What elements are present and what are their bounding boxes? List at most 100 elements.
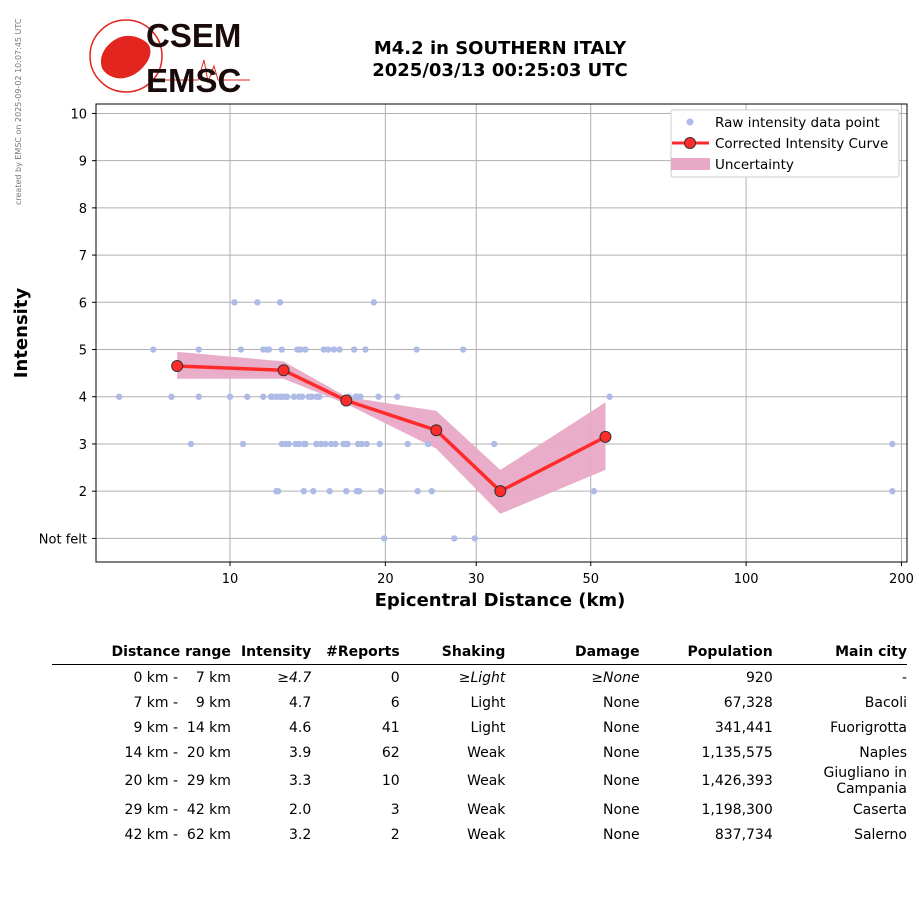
- raw-points: [116, 299, 896, 542]
- y-tick-label: 6: [79, 296, 87, 311]
- table-row: 9 km - 14 km 4.6 41 Light None 341,441 Fuorigro…: [52, 715, 907, 740]
- legend-box: [670, 109, 900, 178]
- cell-damage: None: [603, 826, 640, 843]
- cell-population: 837,734: [714, 826, 773, 843]
- raw-data-point: [404, 440, 411, 448]
- cell-population: 67,328: [723, 694, 773, 711]
- cell-distance-to: 20 km: [186, 744, 231, 761]
- table-row: 29 km - 42 km 2.0 3 Weak None 1,198,300 Caserta: [52, 797, 907, 822]
- raw-data-point: [375, 393, 382, 400]
- cell-intensity: 3.3: [288, 773, 312, 789]
- raw-data-point: [316, 393, 323, 400]
- raw-data-point: [350, 346, 358, 353]
- y-tick-label: 3: [79, 438, 87, 453]
- header-shaking: Shaking: [399, 640, 506, 665]
- y-tick-label: 5: [79, 344, 87, 359]
- raw-data-point: [357, 393, 364, 400]
- corrected-curve: [171, 360, 612, 498]
- curve-point: [599, 430, 612, 443]
- table-row: 20 km - 29 km 3.3 10 Weak None 1,426,393 Giugli…: [52, 765, 907, 797]
- legend-raw-marker: [686, 118, 694, 126]
- cell-reports: 0: [390, 669, 400, 686]
- cell-reports: 41: [381, 719, 400, 736]
- cell-intensity: 4.6: [288, 719, 312, 736]
- curve-point: [171, 360, 184, 373]
- cell-reports: 2: [390, 826, 400, 843]
- y-tick-label: 8: [79, 202, 87, 217]
- cell-distance-from: 29 km -: [124, 801, 179, 818]
- x-ticks: 10 20 30 50 100 200: [222, 562, 914, 587]
- raw-data-point: [297, 346, 304, 353]
- raw-data-point: [168, 393, 175, 400]
- cell-shaking: Weak: [467, 744, 506, 761]
- raw-data-point: [276, 299, 284, 306]
- raw-data-point: [295, 440, 303, 448]
- y-tick-label: 7: [79, 249, 87, 264]
- header-intensity: Intensity: [230, 640, 312, 665]
- x-tick-label: 30: [468, 572, 485, 587]
- y-tick-label: Not felt: [39, 532, 87, 547]
- x-tick-label: 20: [377, 572, 394, 587]
- cell-intensity: 4.7: [288, 694, 312, 711]
- header-population: Population: [639, 640, 773, 665]
- raw-data-point: [490, 440, 498, 448]
- uncertainty-band: [177, 351, 606, 514]
- curve-point: [430, 424, 443, 437]
- cell-damage: None: [603, 773, 640, 789]
- raw-data-point: [187, 440, 195, 448]
- raw-data-point: [336, 346, 343, 353]
- table-body: 0 km - 7 km ≥4.7 0 ≥Light ≥None 920 - 7 km - 9 km…: [52, 665, 907, 848]
- cell-shaking: Weak: [467, 826, 506, 843]
- raw-data-point: [370, 299, 378, 306]
- x-tick-label: 100: [734, 572, 759, 587]
- cell-population: 1,426,393: [701, 773, 773, 789]
- raw-data-point: [471, 535, 478, 542]
- raw-data-point: [116, 393, 123, 400]
- x-tick-label: 50: [582, 572, 599, 587]
- raw-data-point: [330, 346, 338, 353]
- raw-data-point: [358, 440, 365, 448]
- plot-frame: [95, 103, 908, 563]
- raw-data-point: [590, 487, 598, 495]
- grid-lines: [96, 104, 907, 562]
- table-row: 14 km - 20 km 3.9 62 Weak None 1,135,575 Naples: [52, 740, 907, 765]
- cell-main-city: Bacoli: [864, 694, 907, 711]
- raw-data-point: [310, 487, 317, 495]
- raw-data-point: [150, 346, 157, 353]
- raw-data-point: [413, 346, 420, 353]
- raw-data-point: [459, 346, 467, 353]
- cell-main-city: Caserta: [852, 801, 907, 818]
- logo-csem-text: CSEM: [146, 17, 241, 54]
- cell-distance-to: 62 km: [186, 826, 231, 843]
- logo-seismogram: [150, 59, 250, 84]
- raw-data-point: [363, 440, 370, 448]
- raw-data-point: [300, 487, 308, 495]
- raw-data-point: [424, 440, 432, 448]
- raw-data-point: [231, 299, 238, 306]
- table-row: 7 km - 9 km 4.7 6 Light None 67,328 Bacoli: [52, 690, 907, 715]
- raw-data-point: [343, 487, 350, 495]
- intensity-chart: 10 20 30 50 100 200 Not felt 2 3 4 5 6 7 8 9 10 Epicen…: [11, 103, 914, 611]
- curve-line: [177, 364, 607, 493]
- cell-intensity: ≥4.7: [277, 669, 312, 686]
- cell-population: 920: [746, 669, 773, 686]
- intensity-table: Distance range Intensity #Reports Shakin…: [52, 640, 907, 847]
- chart-title: M4.2 in SOUTHERN ITALY 2025/03/13 00:25:…: [300, 38, 700, 82]
- legend: Raw intensity data point Corrected Inten…: [670, 109, 900, 178]
- y-tick-label: 10: [70, 107, 87, 122]
- y-tick-label: 9: [79, 155, 87, 170]
- cell-reports: 10: [381, 773, 400, 789]
- raw-data-point: [326, 487, 333, 495]
- y-tick-label: 4: [79, 391, 87, 406]
- logo-emsc-text: EMSC: [146, 62, 241, 98]
- raw-data-point: [313, 440, 320, 448]
- cell-damage: None: [603, 719, 640, 736]
- raw-data-point: [244, 393, 251, 400]
- cell-shaking: Light: [470, 694, 506, 711]
- cell-distance-from: 20 km -: [124, 773, 179, 789]
- cell-reports: 62: [381, 744, 400, 761]
- x-tick-label: 200: [889, 572, 914, 587]
- legend-curve-label: Corrected Intensity Curve: [715, 136, 888, 152]
- cell-distance-to: 7 km: [195, 669, 231, 686]
- header-distance-range: Distance range: [52, 640, 231, 665]
